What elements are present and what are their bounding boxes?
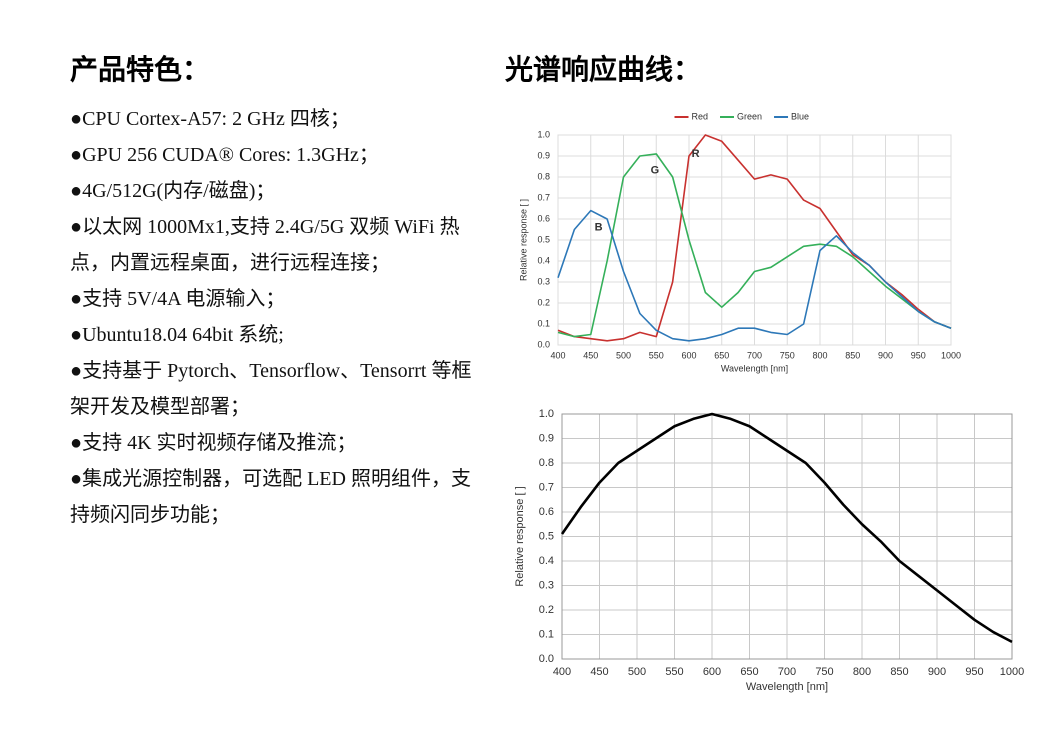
y-axis-label: Relative response [ ] (514, 486, 526, 586)
data-line (557, 153, 952, 338)
x-tick-label: 400 (550, 350, 565, 360)
annotation: R (692, 148, 700, 160)
y-axis-label: Relative response [ ] (518, 199, 528, 281)
y-tick-label: 0.9 (539, 432, 554, 444)
y-tick-label: 0.2 (537, 297, 550, 307)
legend-label: Green (737, 111, 762, 121)
feature-item: ●GPU 256 CUDA® Cores: 1.3GHz； (70, 144, 379, 166)
plot-frame (557, 134, 952, 346)
x-axis-label: Wavelength [nm] (721, 363, 788, 373)
x-tick-label: 600 (681, 350, 696, 360)
feature-item: ●4G/512G(内存/磁盘)； (70, 180, 276, 202)
x-tick-label: 500 (616, 350, 631, 360)
x-tick-label: 900 (928, 666, 946, 678)
legend-label: Red (692, 111, 709, 121)
y-tick-label: 0.2 (539, 604, 554, 616)
x-tick-label: 950 (911, 350, 926, 360)
y-tick-label: 0.5 (539, 530, 554, 542)
feature-item: ●以太网 1000Mx1,支持 2.4G/5G 双频 WiFi 热点，内置远程桌… (70, 216, 460, 274)
x-tick-label: 700 (778, 666, 796, 678)
y-tick-label: 0.3 (537, 276, 550, 286)
x-tick-label: 700 (747, 350, 762, 360)
y-tick-label: 0.7 (539, 481, 554, 493)
x-tick-label: 850 (845, 350, 860, 360)
x-tick-label: 850 (890, 666, 908, 678)
annotation: B (595, 221, 603, 233)
feature-item: ●CPU Cortex-A57: 2 GHz 四核； (70, 108, 350, 130)
y-tick-label: 1.0 (537, 129, 550, 139)
feature-item: ●Ubuntu18.04 64bit 系统; (70, 324, 284, 346)
feature-item: ●支持 5V/4A 电源输入； (70, 288, 286, 310)
x-tick-label: 550 (665, 666, 683, 678)
y-tick-label: 1.0 (539, 408, 554, 420)
x-tick-label: 500 (628, 666, 646, 678)
y-tick-label: 0.6 (537, 213, 550, 223)
x-tick-label: 550 (649, 350, 664, 360)
x-tick-label: 450 (583, 350, 598, 360)
data-line (560, 412, 1013, 644)
features-title: 产品特色： (70, 53, 211, 86)
y-tick-label: 0.8 (539, 457, 554, 469)
y-tick-label: 0.1 (539, 628, 554, 640)
feature-item: ●支持基于 Pytorch、Tensorflow、Tensorrt 等框架开发及… (70, 360, 472, 418)
x-tick-label: 450 (590, 666, 608, 678)
y-tick-label: 0.8 (537, 171, 550, 181)
plot-frame (561, 413, 1013, 660)
data-line (557, 209, 952, 342)
annotation: G (651, 165, 660, 177)
x-tick-label: 750 (780, 350, 795, 360)
y-tick-label: 0.4 (539, 555, 554, 567)
y-tick-label: 0.4 (537, 255, 550, 265)
x-tick-label: 750 (815, 666, 833, 678)
x-tick-label: 900 (878, 350, 893, 360)
x-tick-label: 1000 (941, 350, 961, 360)
x-tick-label: 650 (714, 350, 729, 360)
feature-item: ●支持 4K 实时视频存储及推流； (70, 432, 357, 454)
y-tick-label: 0.7 (537, 192, 550, 202)
x-tick-label: 950 (965, 666, 983, 678)
y-tick-label: 0.9 (537, 150, 550, 160)
y-tick-label: 0.5 (537, 234, 550, 244)
x-tick-label: 650 (740, 666, 758, 678)
x-tick-label: 800 (853, 666, 871, 678)
y-tick-label: 0.1 (537, 318, 550, 328)
x-tick-label: 600 (703, 666, 721, 678)
legend-label: Blue (791, 111, 809, 121)
x-tick-label: 1000 (1000, 666, 1024, 678)
x-tick-label: 400 (553, 666, 571, 678)
feature-list: ●CPU Cortex-A57: 2 GHz 四核； ●GPU 256 CUDA®… (70, 101, 482, 533)
y-tick-label: 0.0 (537, 339, 550, 349)
y-tick-label: 0.0 (539, 653, 554, 665)
y-tick-label: 0.3 (539, 579, 554, 591)
x-tick-label: 800 (812, 350, 827, 360)
x-axis-label: Wavelength [nm] (746, 681, 828, 693)
spectrum-title: 光谱响应曲线： (505, 53, 702, 86)
y-tick-label: 0.6 (539, 506, 554, 518)
feature-item: ●集成光源控制器，可选配 LED 照明组件，支持频闪同步功能； (70, 468, 471, 526)
